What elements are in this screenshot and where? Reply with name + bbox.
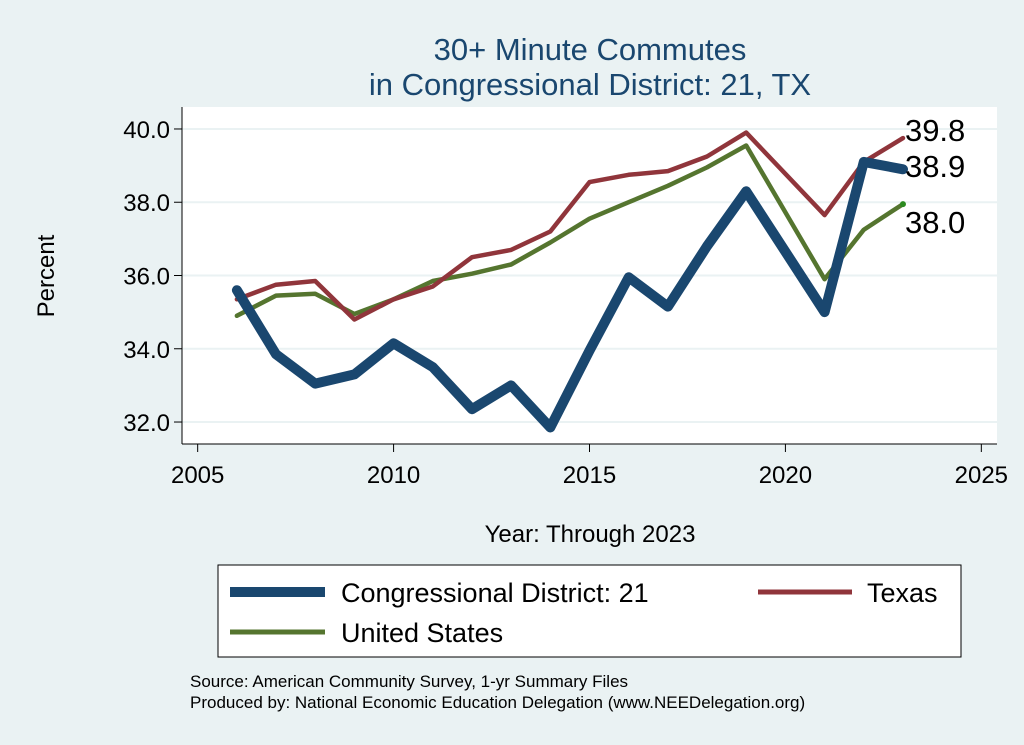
district-line xyxy=(231,156,908,433)
district-end-label: 38.9 xyxy=(905,149,965,184)
y-tick-label: 36.0 xyxy=(123,264,170,291)
x-tick-label: 2015 xyxy=(563,462,616,489)
x-tick-label: 2020 xyxy=(759,462,812,489)
x-tick-label: 2010 xyxy=(367,462,420,489)
y-axis-title: Percent xyxy=(33,234,60,317)
y-tick-label: 38.0 xyxy=(123,190,170,217)
us-end-point xyxy=(899,201,906,208)
end-labels: 38.939.8 38.0 xyxy=(905,113,965,240)
x-axis-ticks: 2005 2010 2015 2020 2025 xyxy=(171,444,1008,489)
legend-label-texas: Texas xyxy=(867,578,938,608)
chart-title-line-1: 30+ Minute Commutes xyxy=(434,32,747,67)
texas-line xyxy=(234,130,906,322)
legend-box xyxy=(217,564,962,658)
source-line-2: Produced by: National Economic Education… xyxy=(190,693,805,712)
legend-label-district: Congressional District: 21 xyxy=(341,578,649,608)
texas-end-label: 39.8 xyxy=(905,113,965,148)
y-tick-label: 32.0 xyxy=(123,410,170,437)
y-axis-ticks: 32.0 34.0 36.0 38.0 40.0 xyxy=(123,117,182,437)
y-tick-label: 34.0 xyxy=(123,337,170,364)
x-axis-title: Year: Through 2023 xyxy=(485,521,696,548)
us-end-label: 38.0 xyxy=(905,205,965,240)
series-lines xyxy=(231,130,908,433)
y-tick-label: 40.0 xyxy=(123,117,170,144)
chart-title-line-2: in Congressional District: 21, TX xyxy=(369,67,812,102)
x-tick-label: 2025 xyxy=(955,462,1008,489)
legend-label-us: United States xyxy=(341,618,503,648)
source-line-1: Source: American Community Survey, 1-yr … xyxy=(190,672,628,691)
x-tick-label: 2005 xyxy=(171,462,224,489)
